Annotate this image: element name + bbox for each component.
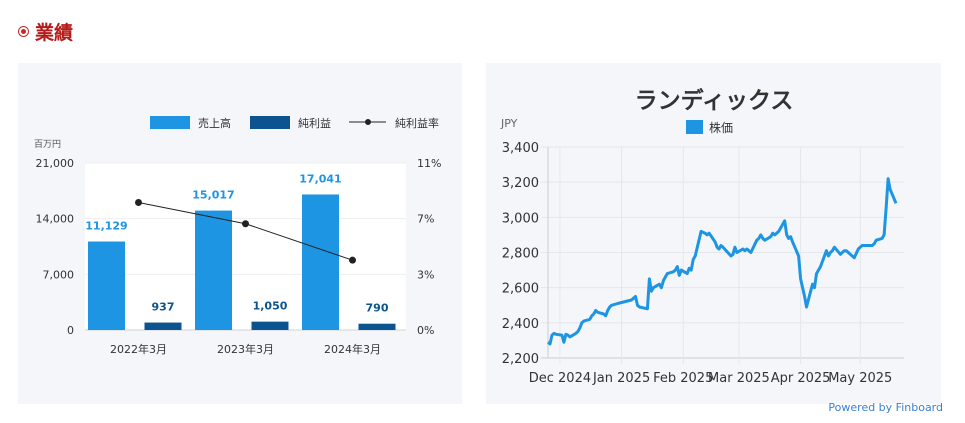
chart-title: ランディックス xyxy=(635,87,794,114)
x-tick-label: Dec 2024 xyxy=(529,371,591,386)
data-label-sales: 15,017 xyxy=(192,189,234,202)
net-margin-point xyxy=(135,198,142,206)
stock-price-chart: ランディックス JPY 株価 2,200 2,400 2,600 2,800 3,000 3,2… xyxy=(500,87,904,386)
bar-sales xyxy=(302,194,339,330)
x-tick-label: 2023年3月 xyxy=(217,342,274,356)
x-tick-label: 2022年3月 xyxy=(110,342,167,356)
x-tick-label: Apr 2025 xyxy=(771,371,831,386)
bar-net-profit xyxy=(251,321,289,330)
x-tick-label: 2024年3月 xyxy=(324,342,381,356)
section-header: 業績 xyxy=(18,18,73,45)
y2-tick-label: 3% xyxy=(417,268,434,281)
y-tick-label: 2,400 xyxy=(502,317,539,332)
y-tick-label: 2,600 xyxy=(502,282,539,297)
legend-label-0: 売上高 xyxy=(198,116,231,130)
data-label-net-profit: 1,050 xyxy=(253,300,288,313)
net-margin-point xyxy=(349,256,356,264)
data-label-sales: 17,041 xyxy=(299,172,341,185)
x-tick-label: Jan 2025 xyxy=(592,371,650,386)
legend-swatch-0 xyxy=(150,116,190,129)
bar-net-profit xyxy=(358,323,396,330)
powered-by-credit[interactable]: Powered by Finboard xyxy=(828,401,943,414)
y2-tick-label: 7% xyxy=(417,213,434,226)
x-tick-label: Feb 2025 xyxy=(653,371,713,386)
plot-area xyxy=(85,163,406,330)
section-bullet-icon xyxy=(18,26,29,37)
y-tick-label: 2,200 xyxy=(502,352,539,367)
legend-swatch-1 xyxy=(250,116,290,129)
legend-line-marker xyxy=(365,119,371,125)
bar-net-profit xyxy=(144,322,182,330)
stock-price-chart-panel: ランディックス JPY 株価 2,200 2,400 2,600 2,800 3,000 3,2… xyxy=(486,63,941,404)
y2-tick-label: 0% xyxy=(417,324,434,337)
data-label-net-profit: 790 xyxy=(366,302,389,315)
legend-label-1: 純利益 xyxy=(298,116,331,130)
bar-sales xyxy=(88,241,125,330)
y-axis-unit: JPY xyxy=(500,117,518,130)
y-tick-label: 0 xyxy=(67,324,74,337)
legend-swatch xyxy=(686,120,703,134)
y-tick-label: 7,000 xyxy=(43,268,75,281)
x-tick-label: Mar 2025 xyxy=(708,371,770,386)
data-label-sales: 11,129 xyxy=(85,219,127,232)
net-margin-point xyxy=(242,220,249,228)
legend-label: 株価 xyxy=(709,120,733,135)
y-tick-label: 3,200 xyxy=(502,176,539,191)
y-tick-label: 3,400 xyxy=(502,141,539,156)
y-tick-label: 2,800 xyxy=(502,247,539,262)
x-tick-label: May 2025 xyxy=(828,371,892,386)
price-line xyxy=(547,177,898,346)
financials-chart-panel: 売上高 純利益 純利益率百万円 0 7,000 14,000 21,000 0% 3% 7% 11%… xyxy=(18,63,462,404)
y-tick-label: 14,000 xyxy=(36,213,75,226)
y2-tick-label: 11% xyxy=(417,157,441,170)
unit-label: 百万円 xyxy=(34,139,61,150)
y-tick-label: 21,000 xyxy=(36,157,75,170)
section-title: 業績 xyxy=(35,22,74,44)
y-tick-label: 3,000 xyxy=(502,211,539,226)
legend-label-2: 純利益率 xyxy=(395,116,439,130)
bar-sales xyxy=(195,210,232,330)
data-label-net-profit: 937 xyxy=(152,301,175,314)
